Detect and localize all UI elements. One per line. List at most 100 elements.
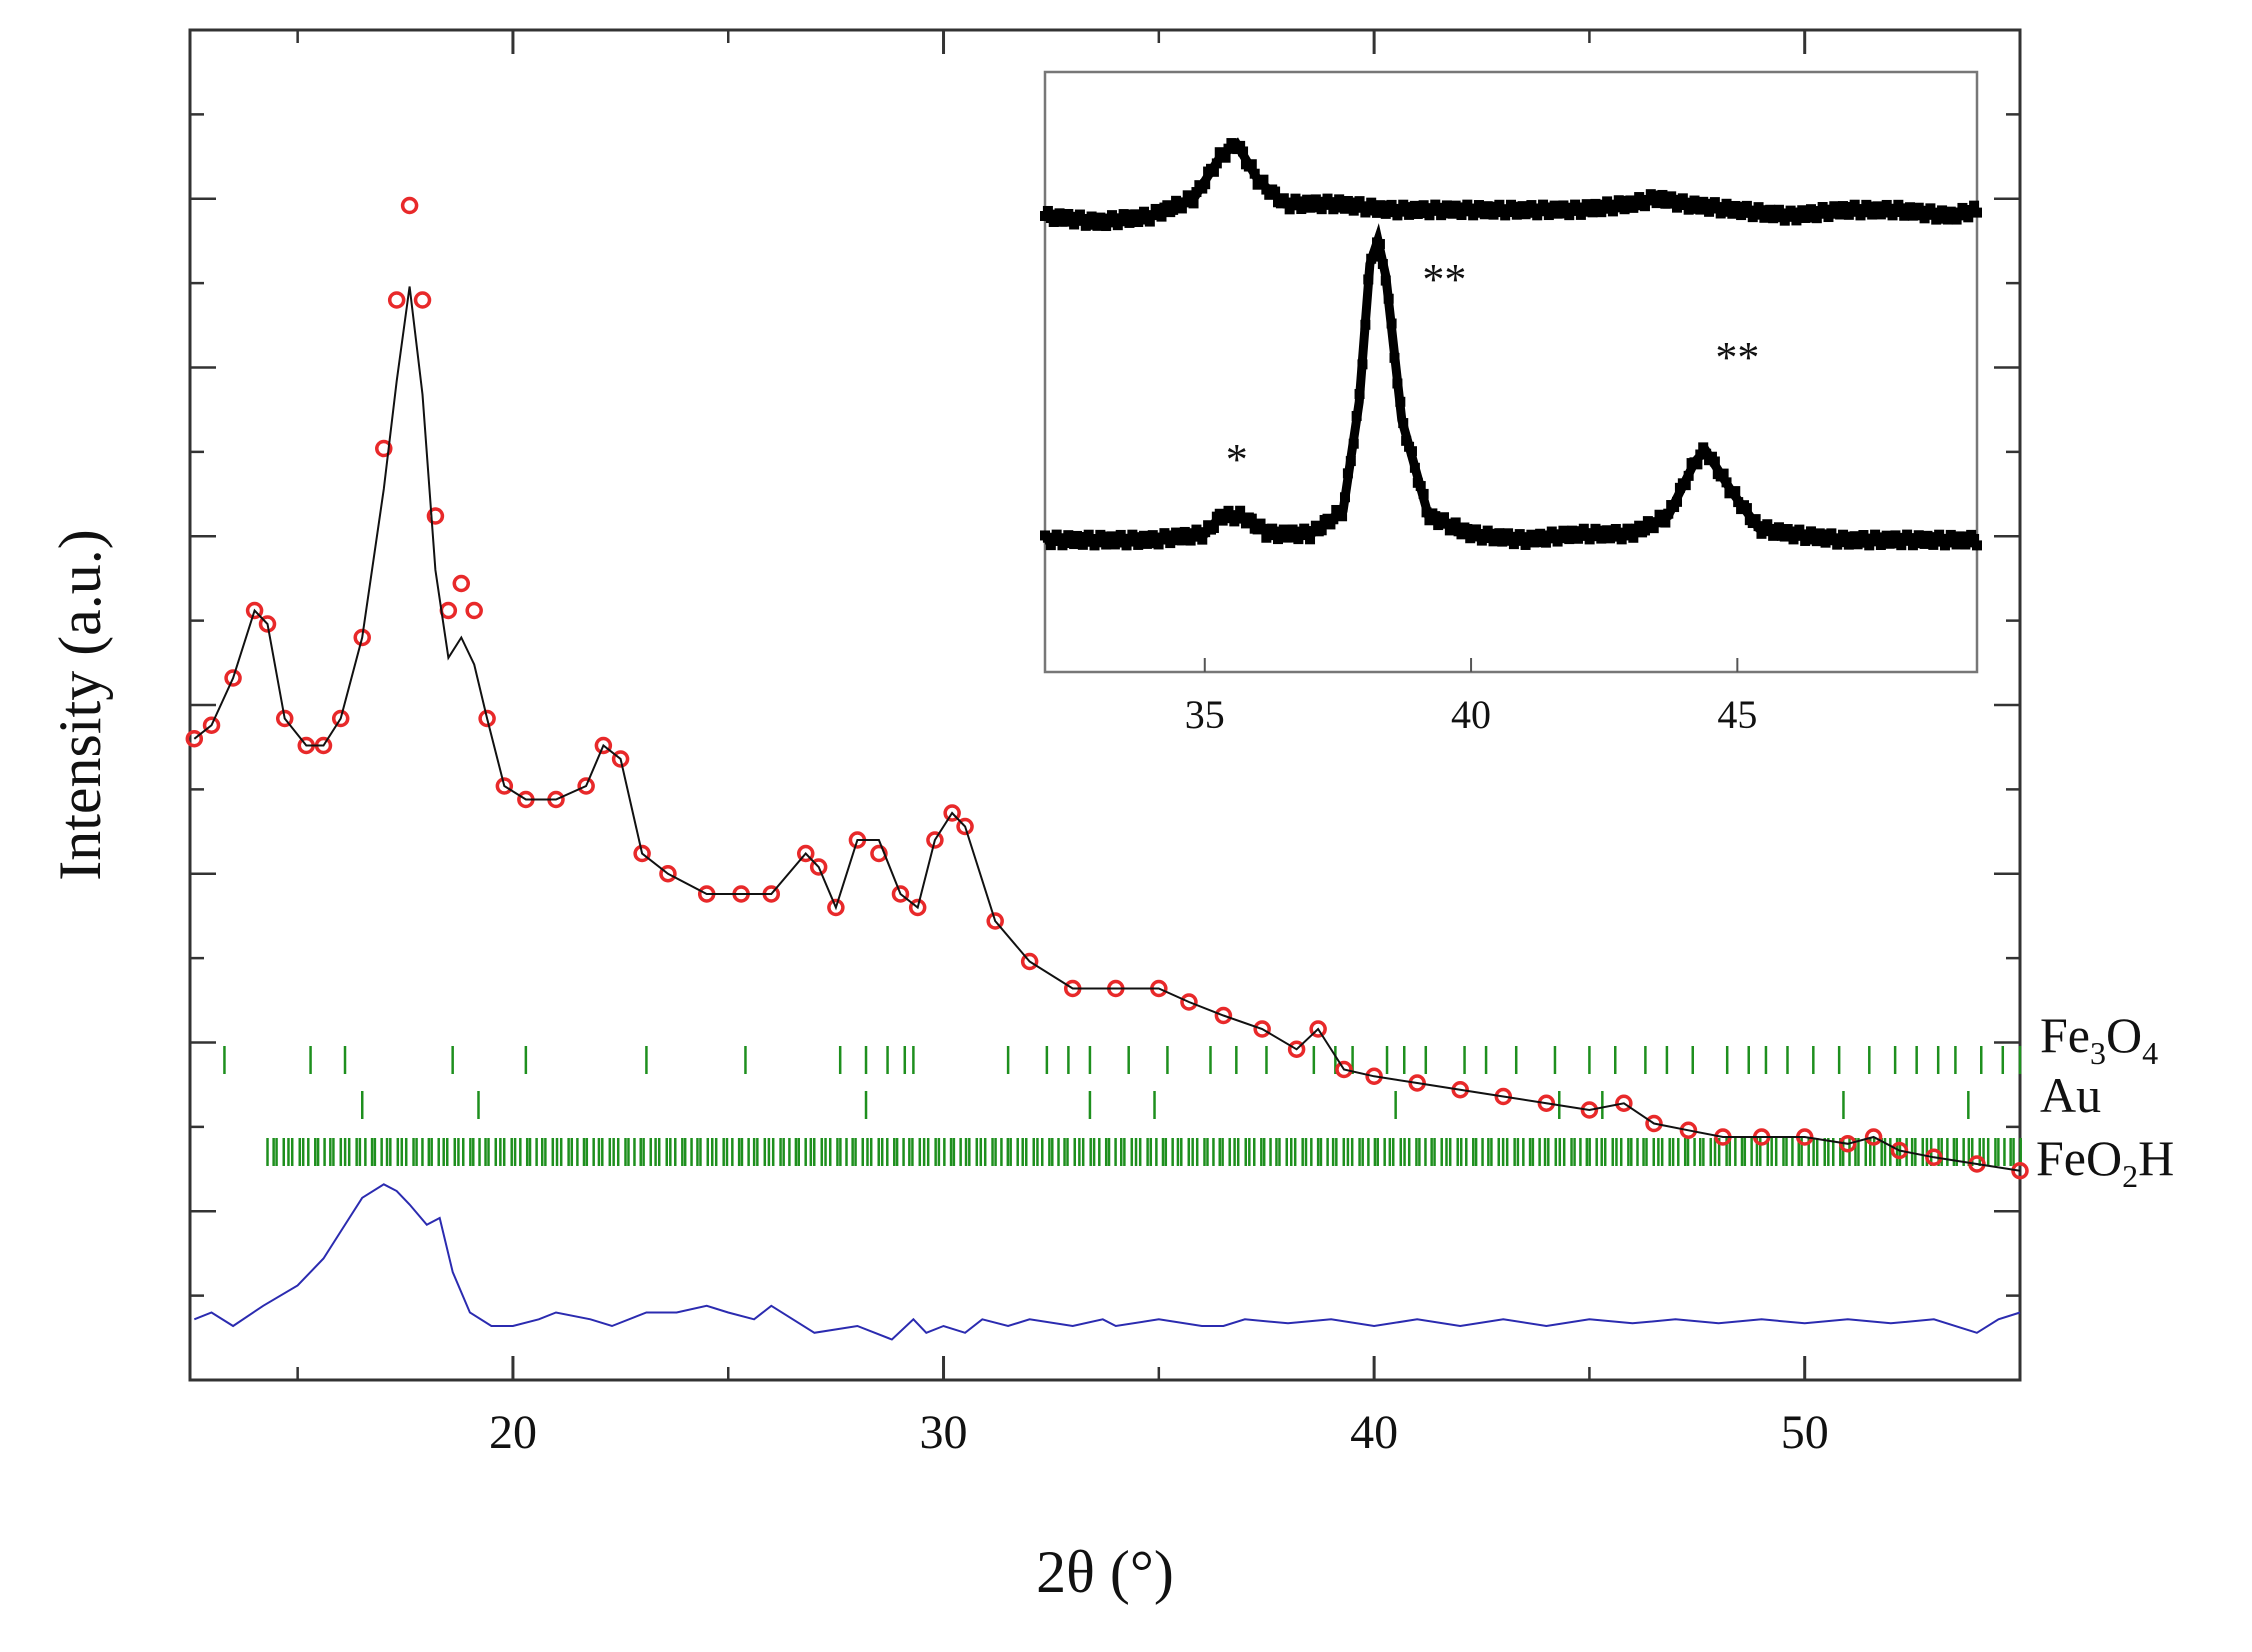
inset-data-point xyxy=(1884,203,1895,214)
inset-data-point xyxy=(1351,411,1362,422)
inset-data-point xyxy=(1913,530,1924,541)
fe3o4-base: Fe xyxy=(2040,1007,2090,1063)
inset-data-point xyxy=(1782,210,1793,221)
inset-data-point xyxy=(1235,140,1246,151)
inset-data-point xyxy=(1141,210,1152,221)
observed-point xyxy=(1287,1040,1306,1058)
inset-data-point xyxy=(1121,540,1132,551)
inset-data-point xyxy=(1494,528,1505,539)
inset-data-point xyxy=(1063,530,1074,541)
inset-data-point xyxy=(1846,206,1857,217)
inset-data-point xyxy=(1118,533,1129,544)
inset-data-point xyxy=(1733,201,1744,212)
inset-data-point xyxy=(1779,531,1790,542)
inset-data-point xyxy=(1109,214,1120,225)
inset-data-point xyxy=(1852,204,1863,215)
inset-data-point xyxy=(1194,529,1205,540)
inset-data-point xyxy=(1648,523,1659,534)
x-tick-label: 40 xyxy=(1350,1406,1398,1459)
inset-data-point xyxy=(1171,527,1182,538)
inset-data-point xyxy=(1220,152,1231,163)
inset-data-point xyxy=(1546,526,1557,537)
inset-data-point xyxy=(1139,530,1150,541)
inset-data-point xyxy=(1570,199,1581,210)
inset-data-point xyxy=(1104,217,1115,228)
inset-data-point xyxy=(1663,198,1674,209)
observed-point xyxy=(1494,1087,1513,1106)
inset-data-point xyxy=(1264,189,1275,200)
inset-data-point xyxy=(1855,210,1866,221)
inset-data-point xyxy=(1800,535,1811,546)
inset-data-point xyxy=(1776,208,1787,219)
inset-data-point xyxy=(1176,203,1187,214)
inset-data-point xyxy=(1060,216,1071,227)
inset-data-point xyxy=(1773,522,1784,533)
observed-point xyxy=(1253,1020,1271,1038)
inset-data-point xyxy=(1325,519,1336,530)
inset-data-point xyxy=(1500,535,1511,546)
inset-data-point xyxy=(1339,203,1350,214)
inset-data-point xyxy=(1832,539,1843,550)
inset-data-point xyxy=(1296,204,1307,215)
inset-data-point xyxy=(1753,202,1764,213)
inset-data-point xyxy=(1680,480,1691,491)
inset-chart: 35 40 45 ***** xyxy=(1040,70,1982,737)
inset-data-point xyxy=(1439,512,1450,523)
inset-data-point xyxy=(1689,195,1700,206)
inset-data-point xyxy=(1939,540,1950,551)
observed-point xyxy=(375,439,393,458)
inset-data-point xyxy=(1415,481,1426,492)
inset-data-point xyxy=(1925,532,1936,543)
inset-data-point xyxy=(1106,531,1117,542)
inset-data-point xyxy=(1741,503,1752,514)
inset-data-point xyxy=(1328,204,1339,215)
inset-data-point xyxy=(1101,539,1112,550)
inset-data-point xyxy=(1905,202,1916,213)
inset-x-tick-label: 35 xyxy=(1185,692,1225,737)
inset-data-point xyxy=(1523,207,1534,218)
inset-data-point xyxy=(1089,540,1100,551)
inset-data-point xyxy=(1532,210,1543,221)
inset-data-point xyxy=(1919,538,1930,549)
fe3o4-sub2: 4 xyxy=(2142,1035,2158,1071)
inset-data-point xyxy=(1672,496,1683,507)
inset-data-point xyxy=(1211,158,1222,169)
inset-data-point xyxy=(1223,143,1234,154)
observed-point xyxy=(413,291,432,309)
observed-point xyxy=(1451,1081,1469,1099)
inset-data-point xyxy=(1925,203,1936,214)
inset-x-tick-label: 45 xyxy=(1717,692,1757,737)
inset-data-point xyxy=(1080,220,1091,231)
observed-point xyxy=(611,750,630,768)
inset-data-point xyxy=(1698,442,1709,453)
inset-data-point xyxy=(1642,194,1653,205)
inset-data-point xyxy=(1380,275,1391,286)
inset-data-point xyxy=(1436,517,1447,528)
inset-data-point xyxy=(1861,199,1872,210)
observed-point xyxy=(1335,1060,1353,1079)
inset-data-point xyxy=(1377,258,1388,269)
inset-data-point xyxy=(1133,539,1144,550)
inset-data-point xyxy=(1677,193,1688,204)
main-axis-ticks: 20 30 40 50 xyxy=(190,30,2020,1459)
inset-data-point xyxy=(1709,456,1720,467)
inset-data-point xyxy=(1500,210,1511,221)
inset-data-point xyxy=(1948,207,1959,218)
inset-data-point xyxy=(1581,528,1592,539)
inset-data-point xyxy=(1476,535,1487,546)
inset-data-point xyxy=(1669,194,1680,205)
inset-data-point xyxy=(1165,538,1176,549)
inset-data-point xyxy=(1587,207,1598,218)
inset-data-point xyxy=(1625,195,1636,206)
inset-data-point xyxy=(1759,524,1770,535)
inset-data-point xyxy=(1191,187,1202,198)
inset-data-point xyxy=(1963,212,1974,223)
inset-data-point xyxy=(1339,492,1350,503)
inset-data-point xyxy=(1249,168,1260,179)
observed-point xyxy=(1537,1094,1556,1112)
observed-point xyxy=(1839,1135,1857,1153)
inset-data-point xyxy=(1319,199,1330,210)
inset-data-point xyxy=(1328,514,1339,525)
x-tick-label: 20 xyxy=(489,1406,537,1459)
phase-label-fe3o4: Fe3O4 xyxy=(2040,1007,2158,1071)
